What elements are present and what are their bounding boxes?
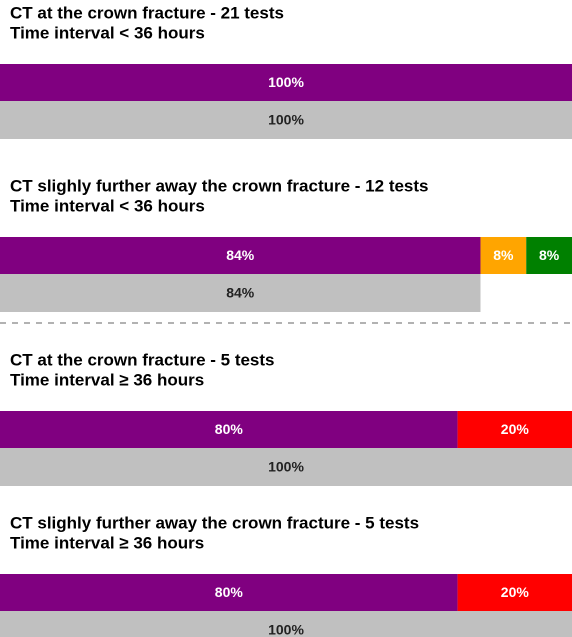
value-label: 80% <box>215 421 244 437</box>
bar-segment <box>0 448 572 486</box>
bar-segment <box>0 274 481 312</box>
value-label: 80% <box>215 584 244 600</box>
bar-segment <box>0 101 572 139</box>
value-label: 84% <box>226 247 255 263</box>
chart-title: CT at the crown fracture - 5 tests <box>10 350 275 369</box>
bar-segment <box>457 411 572 448</box>
value-label: 8% <box>493 247 514 263</box>
value-label: 100% <box>268 622 304 637</box>
value-label: 84% <box>226 285 255 301</box>
chart-title: CT slighly further away the crown fractu… <box>10 513 419 532</box>
bar-segment <box>526 237 572 274</box>
value-label: 8% <box>539 247 560 263</box>
chart-title: CT slighly further away the crown fractu… <box>10 176 429 195</box>
value-label: 20% <box>501 584 530 600</box>
bar-segment <box>0 237 481 274</box>
chart-subtitle: Time interval ≥ 36 hours <box>10 533 204 552</box>
bar-segment <box>0 64 572 101</box>
value-label: 100% <box>268 74 304 90</box>
bar-segment <box>0 611 572 637</box>
bar-segment <box>480 237 527 274</box>
bar-segment <box>0 574 458 611</box>
chart-subtitle: Time interval ≥ 36 hours <box>10 370 204 389</box>
chart-title: CT at the crown fracture - 21 tests <box>10 3 284 22</box>
chart-subtitle: Time interval < 36 hours <box>10 23 205 42</box>
chart-subtitle: Time interval < 36 hours <box>10 196 205 215</box>
value-label: 100% <box>268 459 304 475</box>
value-label: 20% <box>501 421 530 437</box>
value-label: 100% <box>268 112 304 128</box>
bar-segment <box>457 574 572 611</box>
bar-segment <box>0 411 458 448</box>
